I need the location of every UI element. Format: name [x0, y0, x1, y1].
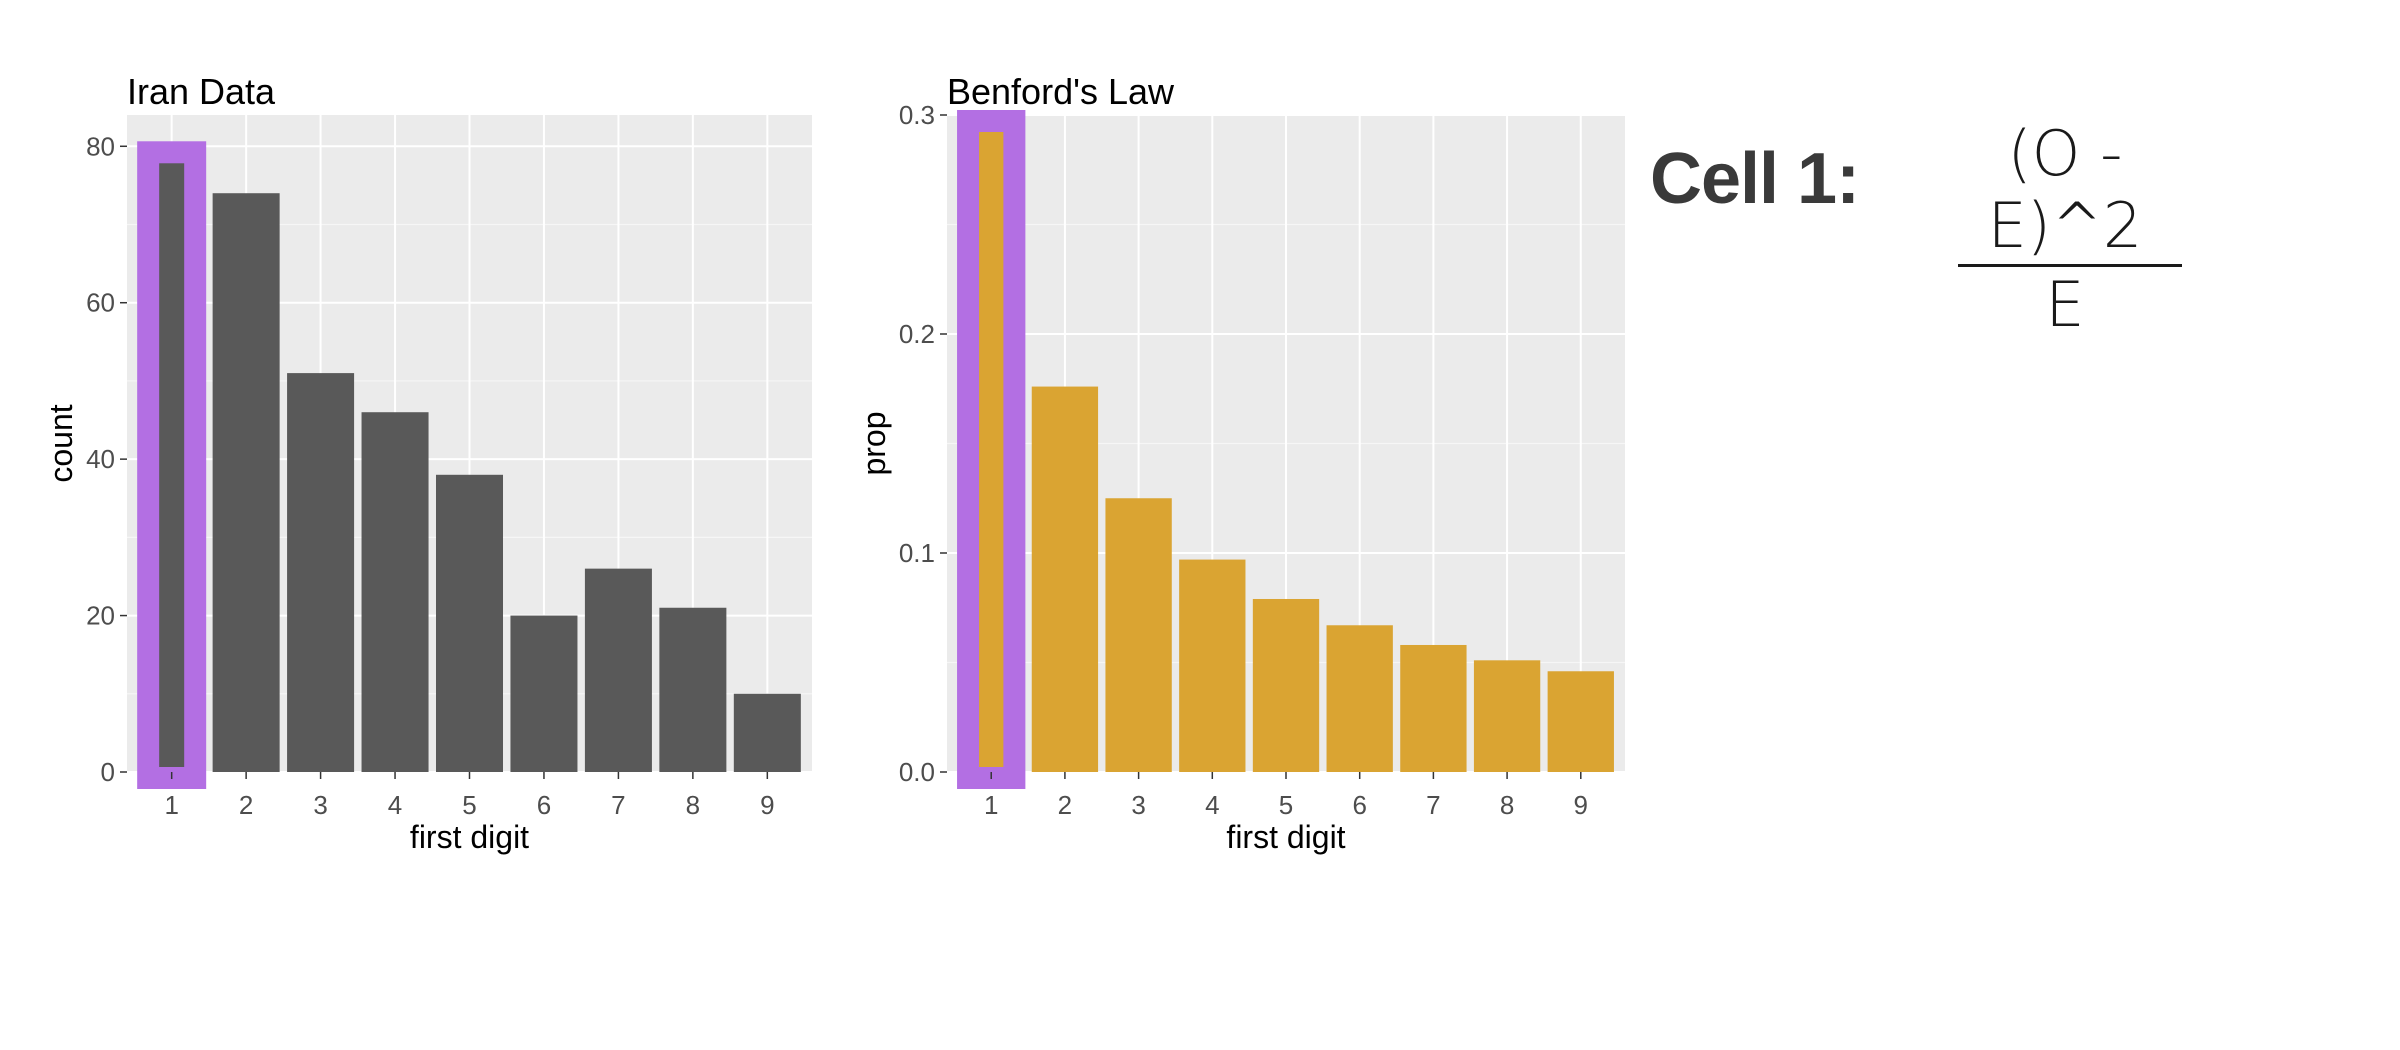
x-tick-label: 6	[537, 790, 551, 820]
fraction-bar	[1958, 264, 2182, 267]
x-tick-label: 7	[1426, 790, 1440, 820]
x-tick-label: 5	[1279, 790, 1293, 820]
chart-title: Benford's Law	[947, 71, 1175, 112]
chart-1: 0 20 40 60 80 1 2 3 4 5 6 7 8 9 Iran Data first digit co…	[43, 71, 812, 855]
y-axis-label: count	[43, 404, 79, 482]
x-axis-label: first digit	[1226, 819, 1345, 855]
y-tick-label: 80	[86, 131, 115, 161]
chart-2: 0.0 0.1 0.2 0.3 1 2 3 4 5 6 7 8 9 Benford's Law first …	[856, 71, 1625, 855]
y-tick-label: 0.3	[899, 100, 935, 130]
y-tick-label: 0.1	[899, 538, 935, 568]
x-tick-label: 1	[164, 790, 178, 820]
x-tick-label: 3	[1131, 790, 1145, 820]
x-tick-label: 9	[1574, 790, 1588, 820]
bar-2	[1031, 386, 1099, 772]
x-tick-label: 4	[1205, 790, 1219, 820]
bar-4	[1179, 559, 1246, 772]
x-tick-label: 3	[313, 790, 327, 820]
chart-title: Iran Data	[127, 71, 276, 112]
bar-5	[435, 474, 504, 772]
bar-3	[287, 373, 355, 772]
chi-square-formula: (O - E)^2 E	[1930, 118, 2200, 337]
x-tick-label: 8	[1500, 790, 1514, 820]
y-tick-label: 20	[86, 601, 115, 631]
x-tick-label: 8	[686, 790, 700, 820]
bar-6	[510, 615, 578, 772]
y-tick-label: 0	[101, 757, 115, 787]
bar-9	[1547, 671, 1614, 772]
y-tick-label: 40	[86, 444, 115, 474]
x-tick-label: 9	[760, 790, 774, 820]
bar-2	[212, 193, 280, 772]
x-tick-label: 5	[462, 790, 476, 820]
x-tick-label: 4	[388, 790, 402, 820]
bar-7	[1400, 644, 1467, 772]
bar-9	[733, 693, 801, 772]
x-tick-label: 2	[1058, 790, 1072, 820]
bar-8	[1473, 660, 1541, 772]
bar-5	[1252, 598, 1320, 772]
x-tick-label: 2	[239, 790, 253, 820]
formula-numerator: (O - E)^2	[1987, 117, 2143, 262]
y-tick-label: 0.0	[899, 757, 935, 787]
bar-3	[1105, 498, 1172, 772]
x-tick-label: 1	[984, 790, 998, 820]
x-tick-label: 7	[611, 790, 625, 820]
cell-label: Cell 1:	[1650, 139, 1860, 219]
bar-8	[659, 607, 727, 772]
x-tick-label: 6	[1352, 790, 1366, 820]
x-axis-label: first digit	[410, 819, 529, 855]
y-tick-label: 0.2	[899, 319, 935, 349]
y-axis-label: prop	[856, 411, 892, 475]
bar-7	[584, 568, 652, 772]
formula-denominator: E	[2045, 268, 2085, 341]
y-tick-label: 60	[86, 288, 115, 318]
bar-6	[1326, 625, 1393, 772]
bar-4	[361, 412, 429, 772]
